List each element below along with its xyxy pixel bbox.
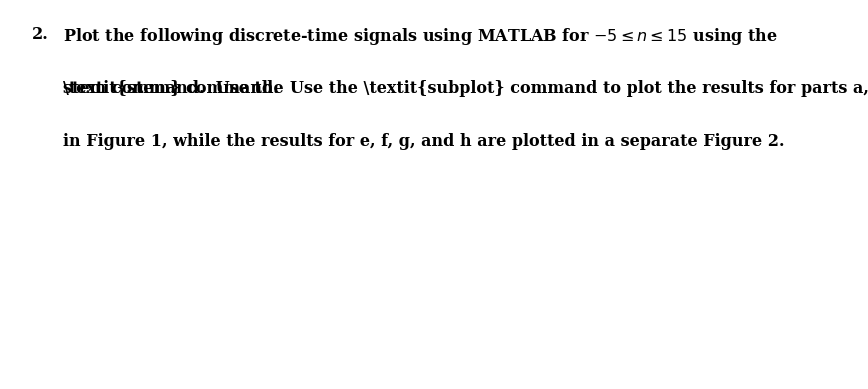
Text: 2.: 2. <box>32 26 49 43</box>
Text: \textit{stem} command.  Use the \textit{subplot} command to plot the results for: \textit{stem} command. Use the \textit{s… <box>62 80 868 96</box>
Text: in Figure 1, while the results for e, f, g, and h are plotted in a separate Figu: in Figure 1, while the results for e, f,… <box>62 133 784 151</box>
Text: Plot the following discrete-time signals using MATLAB for $-5 \leq n \leq 15$ us: Plot the following discrete-time signals… <box>62 26 778 47</box>
Text: stem command.  Use the: stem command. Use the <box>62 80 289 96</box>
